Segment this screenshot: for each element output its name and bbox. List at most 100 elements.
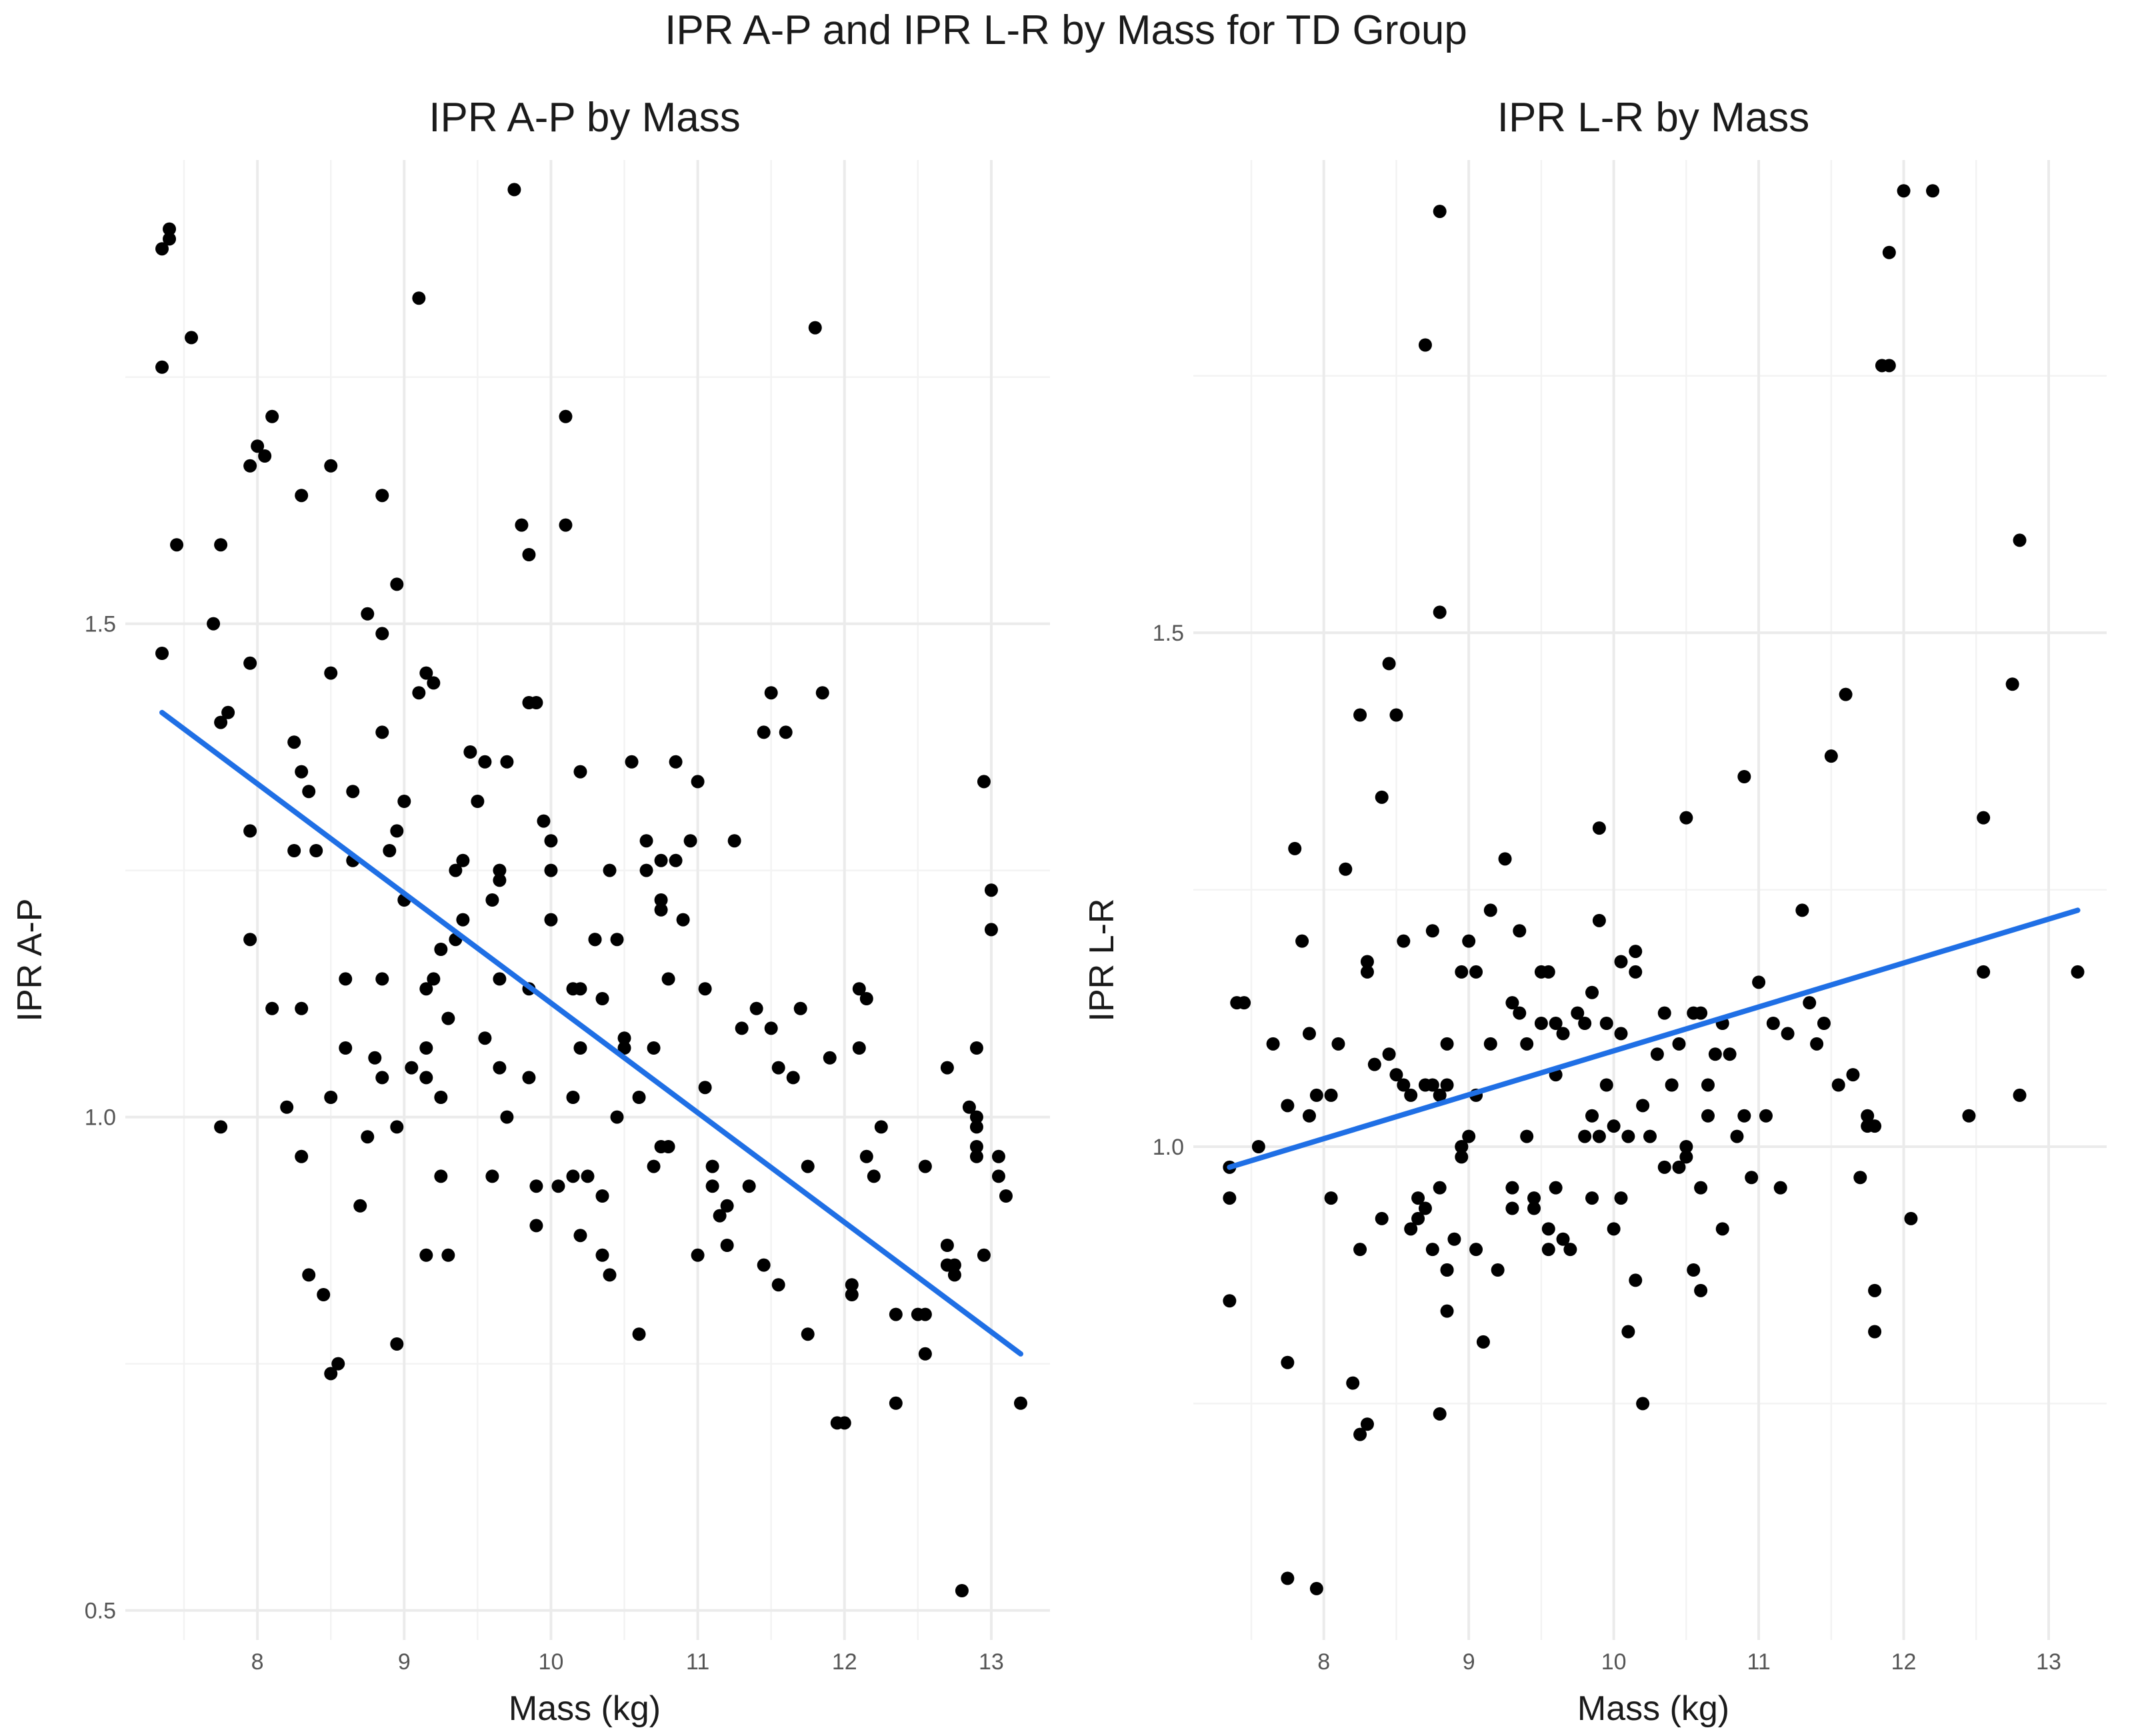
data-point-ap	[757, 1258, 771, 1272]
data-point-ap	[617, 1031, 631, 1045]
data-point-lr	[1817, 1017, 1831, 1030]
data-point-ap	[786, 1071, 800, 1085]
data-point-lr	[1541, 1243, 1555, 1257]
data-point-ap	[478, 1031, 492, 1045]
data-point-lr	[1672, 1160, 1686, 1174]
x-axis-label-lr: Mass (kg)	[1577, 1689, 1729, 1728]
data-point-ap	[375, 627, 389, 641]
data-point-ap	[493, 1061, 507, 1075]
data-point-ap	[962, 1100, 976, 1114]
data-point-ap	[280, 1100, 294, 1114]
data-point-ap	[969, 1140, 983, 1153]
data-point-ap	[339, 1041, 353, 1055]
data-point-ap	[522, 548, 536, 561]
data-point-lr	[1585, 1191, 1599, 1205]
data-point-lr	[1462, 934, 1476, 948]
data-point-ap	[669, 853, 683, 867]
data-point-lr	[1614, 1027, 1628, 1041]
data-point-ap	[654, 853, 668, 867]
data-point-lr	[1469, 965, 1483, 979]
data-point-ap	[991, 1149, 1005, 1163]
data-point-lr	[1694, 1181, 1708, 1195]
data-point-ap	[977, 1248, 991, 1262]
data-point-ap	[647, 1159, 661, 1173]
data-point-ap	[317, 1288, 331, 1301]
data-point-lr	[1483, 1037, 1497, 1051]
data-point-lr	[1360, 1417, 1374, 1431]
data-point-ap	[405, 1061, 419, 1075]
data-point-ap	[815, 686, 829, 700]
data-point-lr	[1534, 1017, 1548, 1030]
data-point-lr	[1766, 1017, 1780, 1030]
data-point-ap	[639, 834, 653, 848]
points-lr	[1223, 184, 2085, 1595]
data-point-ap	[977, 775, 991, 789]
data-point-ap	[969, 1041, 983, 1055]
data-point-lr	[1367, 1057, 1381, 1071]
data-point-lr	[1404, 1222, 1418, 1236]
data-point-ap	[485, 893, 499, 907]
data-point-lr	[1882, 245, 1896, 259]
data-point-ap	[529, 1219, 543, 1233]
data-point-ap	[771, 1278, 785, 1292]
data-point-ap	[683, 834, 697, 848]
data-point-lr	[1614, 1191, 1628, 1205]
data-point-lr	[1541, 1222, 1555, 1236]
data-point-lr	[1592, 821, 1606, 835]
data-point-lr	[1455, 965, 1469, 979]
data-point-ap	[339, 972, 353, 986]
data-point-ap	[493, 972, 507, 986]
data-point-lr	[1882, 359, 1896, 373]
data-point-ap	[529, 696, 543, 709]
data-point-lr	[1223, 1294, 1237, 1308]
data-point-lr	[1607, 1119, 1621, 1133]
data-point-lr	[1643, 1129, 1657, 1143]
data-point-ap	[940, 1239, 954, 1252]
data-point-lr	[1694, 1006, 1708, 1020]
data-point-ap	[845, 1288, 859, 1301]
data-point-ap	[493, 863, 507, 877]
data-point-lr	[1505, 1181, 1519, 1195]
data-point-lr	[1541, 965, 1555, 979]
data-point-lr	[1295, 934, 1309, 948]
points-ap	[155, 183, 1027, 1597]
data-point-lr	[1440, 1304, 1454, 1318]
data-point-lr	[1288, 841, 1302, 855]
data-point-ap	[478, 755, 492, 769]
data-point-ap	[984, 883, 998, 897]
data-point-lr	[1455, 1140, 1469, 1153]
grid-lr	[1193, 160, 2107, 1640]
data-point-ap	[471, 795, 485, 808]
data-point-ap	[295, 489, 309, 503]
data-point-ap	[449, 863, 463, 877]
data-point-ap	[595, 1189, 609, 1203]
data-point-lr	[1679, 1150, 1693, 1164]
data-point-ap	[969, 1110, 983, 1124]
data-point-ap	[779, 725, 793, 739]
data-point-ap	[500, 1110, 514, 1124]
data-point-lr	[1389, 708, 1403, 722]
data-point-lr	[1382, 657, 1396, 671]
data-point-ap	[632, 1091, 646, 1104]
data-point-lr	[2071, 965, 2085, 979]
data-point-ap	[727, 834, 741, 848]
data-point-lr	[1679, 1140, 1693, 1153]
data-point-lr	[1708, 1047, 1722, 1061]
data-point-ap	[698, 982, 712, 996]
data-point-lr	[1505, 996, 1519, 1010]
data-point-lr	[1621, 1129, 1635, 1143]
data-point-lr	[1636, 1397, 1650, 1411]
data-point-lr	[1281, 1571, 1295, 1585]
data-point-lr	[1549, 1181, 1563, 1195]
data-point-ap	[559, 518, 573, 532]
data-point-ap	[764, 686, 778, 700]
data-point-ap	[749, 1001, 763, 1015]
data-point-lr	[1962, 1109, 1976, 1123]
data-point-ap	[456, 853, 470, 867]
x-tick-label-ap: 13	[979, 1649, 1004, 1675]
data-point-ap	[654, 903, 668, 917]
data-point-lr	[1346, 1376, 1360, 1390]
data-point-lr	[1571, 1006, 1585, 1020]
data-point-lr	[1672, 1037, 1686, 1051]
